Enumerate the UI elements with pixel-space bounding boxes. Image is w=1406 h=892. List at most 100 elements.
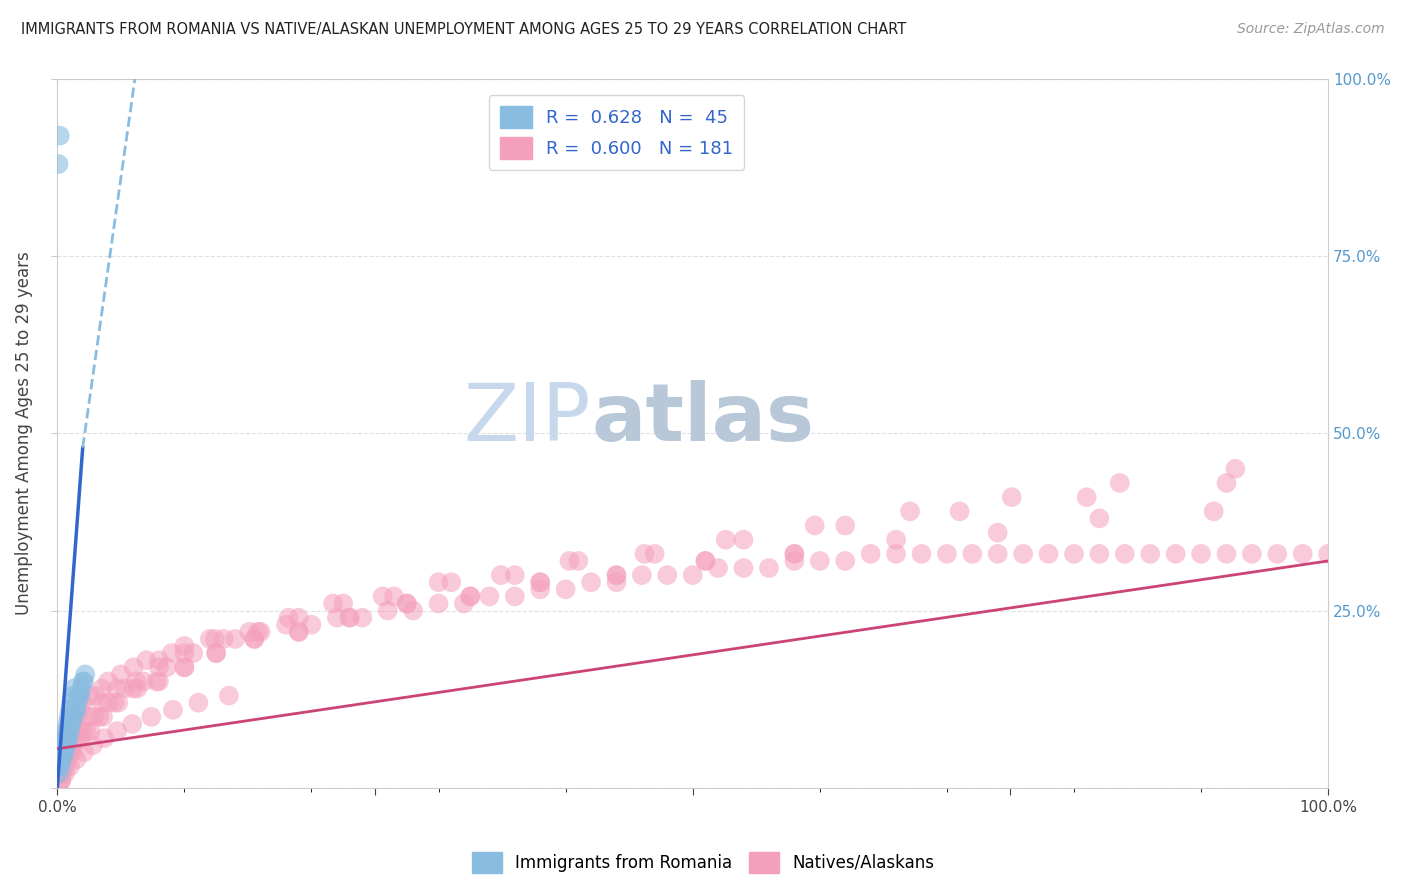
Point (173, 639, 195, 653)
Point (529, 575, 551, 590)
Point (55, 738, 77, 752)
Point (66, 696, 89, 710)
Point (884, 533, 907, 547)
Point (73, 674, 96, 689)
Point (1225, 462, 1247, 476)
Point (58, 710, 80, 724)
Point (427, 597, 450, 611)
Point (55, 724, 77, 739)
Point (51, 752, 73, 766)
Point (72, 724, 94, 739)
Point (122, 681, 145, 696)
Point (503, 590, 526, 604)
Point (935, 547, 957, 561)
Point (1240, 547, 1263, 561)
Point (49, 128, 72, 143)
Point (82, 738, 104, 752)
Point (1108, 475, 1130, 490)
Point (198, 632, 221, 646)
Point (49, 745, 72, 759)
Point (90, 696, 112, 710)
Point (834, 554, 856, 568)
Point (91, 710, 114, 724)
Point (49, 752, 72, 766)
Point (141, 710, 163, 724)
Point (714, 533, 737, 547)
Point (53, 738, 76, 752)
Point (489, 568, 512, 582)
Point (69, 731, 91, 746)
Text: ZIP: ZIP (464, 380, 591, 458)
Point (987, 525, 1010, 540)
Point (1088, 511, 1111, 525)
Point (49, 752, 72, 766)
Point (55, 759, 77, 773)
Text: atlas: atlas (591, 380, 814, 458)
Point (382, 590, 405, 604)
Point (59, 703, 82, 717)
Point (49, 766, 72, 780)
Point (63, 710, 86, 724)
Point (173, 646, 195, 660)
Point (49, 773, 72, 788)
Text: Source: ZipAtlas.com: Source: ZipAtlas.com (1237, 22, 1385, 37)
Point (301, 617, 323, 632)
Point (51, 766, 73, 780)
Point (695, 554, 717, 568)
Point (243, 632, 266, 646)
Point (218, 689, 240, 703)
Point (76, 724, 98, 739)
Point (605, 575, 627, 590)
Point (682, 568, 704, 582)
Point (72, 696, 94, 710)
Point (77, 689, 100, 703)
Point (898, 504, 921, 518)
Point (1114, 547, 1136, 561)
Point (49, 773, 72, 788)
Point (949, 504, 972, 518)
Point (51, 745, 73, 759)
Point (962, 547, 984, 561)
Point (395, 597, 418, 611)
Point (77, 710, 100, 724)
Point (49, 759, 72, 773)
Point (53, 731, 76, 746)
Point (67, 689, 90, 703)
Point (1076, 490, 1098, 504)
Point (66, 710, 89, 724)
Point (1038, 547, 1060, 561)
Point (55, 731, 77, 746)
Point (733, 561, 755, 575)
Point (58, 745, 80, 759)
Point (155, 660, 177, 674)
Point (49, 752, 72, 766)
Point (127, 681, 149, 696)
Point (205, 646, 228, 660)
Point (93, 731, 115, 746)
Point (274, 617, 297, 632)
Point (103, 696, 125, 710)
Point (1215, 547, 1237, 561)
Point (326, 610, 349, 624)
Point (733, 533, 755, 547)
Point (62, 717, 84, 731)
Point (56, 752, 79, 766)
Point (644, 547, 666, 561)
Point (427, 575, 450, 590)
Point (53, 745, 76, 759)
Point (148, 653, 170, 667)
Point (783, 547, 806, 561)
Point (529, 582, 551, 597)
Point (1189, 547, 1212, 561)
Point (135, 653, 157, 667)
Point (173, 660, 195, 674)
Point (859, 547, 882, 561)
Point (579, 575, 602, 590)
Point (55, 731, 77, 746)
Point (204, 632, 226, 646)
Point (48, 766, 70, 780)
Point (145, 674, 167, 689)
Point (402, 603, 425, 617)
Point (75, 667, 97, 681)
Point (70, 681, 93, 696)
